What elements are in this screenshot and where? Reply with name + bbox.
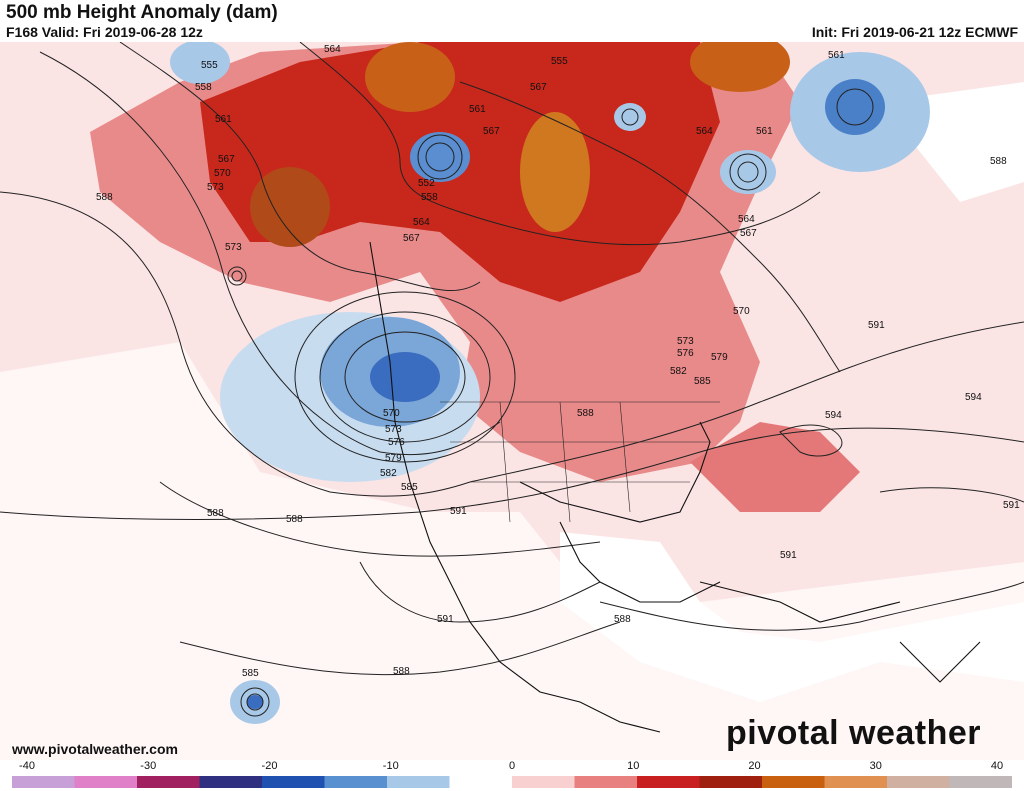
contour-label: 555 bbox=[201, 60, 218, 71]
contour-label: 573 bbox=[225, 242, 242, 253]
contour-label: 564 bbox=[413, 217, 430, 228]
colorbar-tick-label: -10 bbox=[382, 760, 399, 772]
contour-label: 588 bbox=[577, 408, 594, 419]
colorbar-segment bbox=[699, 776, 763, 788]
negative-hudson bbox=[410, 132, 470, 182]
contour-label: 588 bbox=[96, 192, 113, 203]
contour-label: 579 bbox=[385, 453, 402, 464]
colorbar-tick-label: 10 bbox=[627, 760, 640, 772]
colorbar-tick-label: -20 bbox=[261, 760, 278, 772]
extreme-positive-arctic bbox=[365, 42, 455, 112]
height-contours bbox=[0, 42, 1024, 717]
contour-label: 576 bbox=[388, 437, 405, 448]
contour-label: 582 bbox=[670, 366, 687, 377]
contour-label: 591 bbox=[1003, 500, 1020, 511]
colorbar-segment bbox=[949, 776, 1012, 788]
colorbar-segment bbox=[12, 776, 75, 788]
anomaly-field: 588 573 555 558 561 567 570 573 564 552 … bbox=[0, 42, 1024, 760]
state-borders bbox=[440, 401, 720, 523]
contour-label: 555 bbox=[551, 56, 568, 67]
valid-time: F168 Valid: Fri 2019-06-28 12z bbox=[6, 24, 203, 40]
contour-label: 561 bbox=[469, 104, 486, 115]
colorbar-segment bbox=[887, 776, 950, 788]
contour-label: 591 bbox=[450, 506, 467, 517]
contour-label: 564 bbox=[696, 126, 713, 137]
contour-label: 561 bbox=[828, 50, 845, 61]
contour-label: 573 bbox=[207, 182, 224, 193]
contour-label: 567 bbox=[403, 233, 420, 244]
contour-label: 567 bbox=[483, 126, 500, 137]
colorbar-segment bbox=[574, 776, 638, 788]
contour-label: 552 bbox=[418, 178, 435, 189]
colorbar-segment bbox=[199, 776, 263, 788]
contour-label: 570 bbox=[383, 408, 400, 419]
colorbar-segment bbox=[262, 776, 325, 788]
contour-label: 558 bbox=[195, 82, 212, 93]
colorbar-segment bbox=[74, 776, 138, 788]
contour-label: 588 bbox=[207, 508, 224, 519]
contour-label: 561 bbox=[215, 114, 232, 125]
contour-label: 585 bbox=[694, 376, 711, 387]
init-time: Init: Fri 2019-06-21 12z ECMWF bbox=[811, 24, 1018, 40]
coastlines bbox=[369, 241, 981, 733]
colorbar-segment bbox=[512, 776, 575, 788]
negative-labrador bbox=[720, 150, 776, 194]
contour-label: 585 bbox=[242, 668, 259, 679]
colorbar bbox=[12, 776, 1012, 788]
colorbar-tick-label: 0 bbox=[508, 760, 516, 772]
negative-bering bbox=[170, 42, 230, 84]
contour-label: 567 bbox=[218, 154, 235, 165]
colorbar-tick-label: -40 bbox=[19, 760, 35, 772]
contour-label: 579 bbox=[711, 352, 728, 363]
colorbar-segment bbox=[637, 776, 700, 788]
contour-label: 591 bbox=[780, 550, 797, 561]
contour-label: 594 bbox=[825, 410, 842, 421]
positive-atlantic bbox=[690, 422, 860, 512]
contour-label: 591 bbox=[437, 614, 454, 625]
colorbar-segment bbox=[324, 776, 388, 788]
brand-logo: pivotal weather bbox=[726, 714, 982, 752]
contour-label: 588 bbox=[990, 156, 1007, 167]
contour-label: 588 bbox=[286, 514, 303, 525]
contour-label: 558 bbox=[421, 192, 438, 203]
contour-label: 585 bbox=[401, 482, 418, 493]
contour-label: 576 bbox=[677, 348, 694, 359]
contour-label: 564 bbox=[738, 214, 755, 225]
contour-label: 570 bbox=[214, 168, 231, 179]
negative-greenland bbox=[825, 79, 885, 135]
contour-label: 591 bbox=[868, 320, 885, 331]
header: 500 mb Height Anomaly (dam) F168 Valid: … bbox=[0, 0, 1024, 42]
colorbar-tick-label: -30 bbox=[140, 760, 157, 772]
contour-label: 594 bbox=[965, 392, 982, 403]
website-url[interactable]: www.pivotalweather.com bbox=[12, 741, 178, 757]
contour-label: 573 bbox=[385, 424, 402, 435]
colorbar-segment bbox=[762, 776, 825, 788]
colorbar-segment bbox=[387, 776, 450, 788]
colorbar-tick-label: 40 bbox=[990, 760, 1004, 772]
colorbar-tick-label: 20 bbox=[748, 760, 761, 772]
contour-label: 567 bbox=[740, 228, 757, 239]
colorbar-segment bbox=[824, 776, 888, 788]
contour-label: 573 bbox=[677, 336, 694, 347]
contour-label: 561 bbox=[756, 126, 773, 137]
weather-map[interactable]: 588 573 555 558 561 567 570 573 564 552 … bbox=[0, 42, 1024, 760]
negative-subtropical-core bbox=[247, 695, 263, 709]
extreme-positive-greenland bbox=[690, 42, 790, 92]
contour-label: 567 bbox=[530, 82, 547, 93]
contour-labels: 588 573 555 558 561 567 570 573 564 552 … bbox=[96, 44, 1020, 679]
colorbar-tick-label: 30 bbox=[869, 760, 882, 772]
colorbar-segment bbox=[137, 776, 200, 788]
contour-label: 588 bbox=[393, 666, 410, 677]
extreme-positive-alaska bbox=[250, 167, 330, 247]
contour-label: 588 bbox=[614, 614, 631, 625]
extreme-positive-baffin bbox=[520, 112, 590, 232]
contour-label: 570 bbox=[733, 306, 750, 317]
map-title: 500 mb Height Anomaly (dam) bbox=[6, 2, 278, 23]
negative-baffin bbox=[614, 103, 646, 131]
colorbar-segment bbox=[449, 776, 513, 788]
contour-label: 582 bbox=[380, 468, 397, 479]
contour-label: 564 bbox=[324, 44, 341, 55]
neutral-gulf bbox=[560, 532, 1024, 702]
negative-core-pacific bbox=[370, 352, 440, 402]
